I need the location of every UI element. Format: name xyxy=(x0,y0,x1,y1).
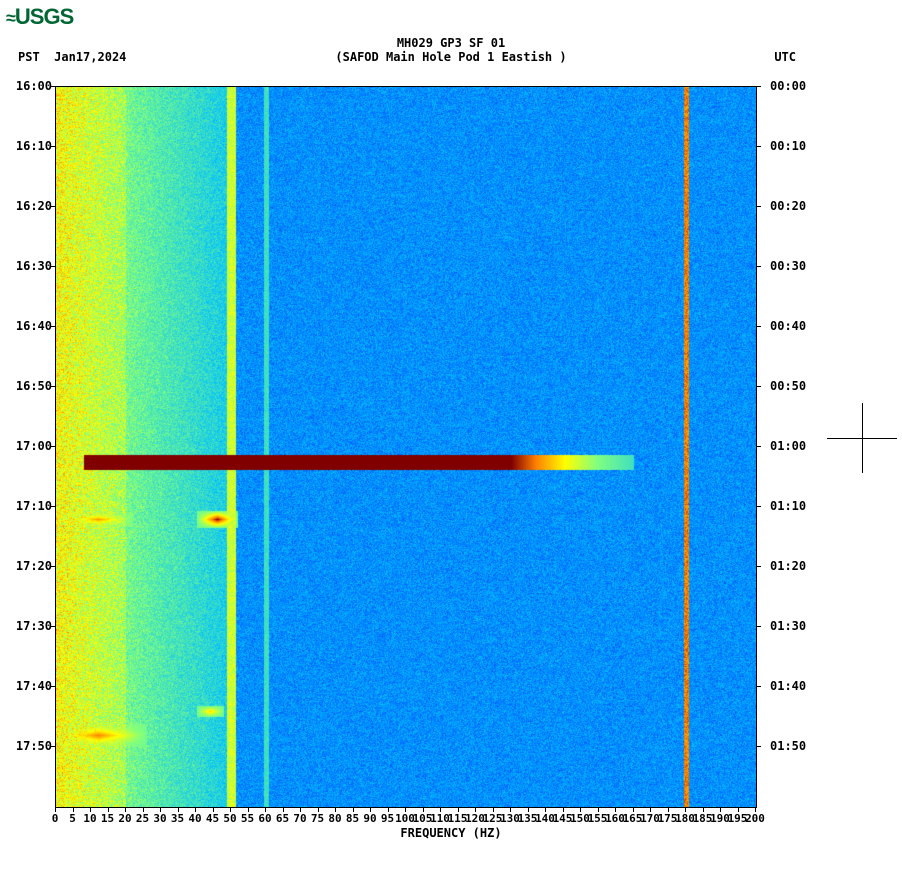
ytick-left: 16:10 xyxy=(16,139,52,153)
xtick: 45 xyxy=(206,812,219,825)
xtick: 30 xyxy=(153,812,166,825)
usgs-logo: ≈USGS xyxy=(6,4,73,30)
ytick-right: 00:10 xyxy=(770,139,806,153)
ytick-left: 16:30 xyxy=(16,259,52,273)
ytick-right: 00:20 xyxy=(770,199,806,213)
xtick: 85 xyxy=(346,812,359,825)
ytick-left: 16:20 xyxy=(16,199,52,213)
right-timezone-label: UTC xyxy=(774,50,796,64)
xtick: 10 xyxy=(83,812,96,825)
xtick: 20 xyxy=(118,812,131,825)
ytick-right: 00:30 xyxy=(770,259,806,273)
xtick: 0 xyxy=(52,812,59,825)
ytick-left: 17:20 xyxy=(16,559,52,573)
xtick: 60 xyxy=(258,812,271,825)
xtick: 80 xyxy=(328,812,341,825)
crosshair-icon xyxy=(827,403,897,473)
xtick: 95 xyxy=(381,812,394,825)
ytick-right: 00:40 xyxy=(770,319,806,333)
xtick: 25 xyxy=(136,812,149,825)
ytick-right: 00:50 xyxy=(770,379,806,393)
ytick-right: 01:00 xyxy=(770,439,806,453)
ytick-left: 16:50 xyxy=(16,379,52,393)
spectrogram-canvas xyxy=(56,87,756,807)
ytick-right: 00:00 xyxy=(770,79,806,93)
xtick: 5 xyxy=(69,812,76,825)
ytick-right: 01:20 xyxy=(770,559,806,573)
spectrogram-plot xyxy=(55,86,757,808)
ytick-left: 17:10 xyxy=(16,499,52,513)
xtick: 90 xyxy=(363,812,376,825)
ytick-left: 17:40 xyxy=(16,679,52,693)
xtick: 200 xyxy=(745,812,765,825)
ytick-right: 01:40 xyxy=(770,679,806,693)
ytick-left: 16:00 xyxy=(16,79,52,93)
xtick: 75 xyxy=(311,812,324,825)
left-timezone-label: PST Jan17,2024 xyxy=(18,50,126,64)
x-axis-label: FREQUENCY (HZ) xyxy=(0,826,902,840)
plot-title-line2: (SAFOD Main Hole Pod 1 Eastish ) xyxy=(0,50,902,64)
xtick: 50 xyxy=(223,812,236,825)
xtick: 65 xyxy=(276,812,289,825)
ytick-right: 01:30 xyxy=(770,619,806,633)
ytick-left: 17:00 xyxy=(16,439,52,453)
xtick: 70 xyxy=(293,812,306,825)
xtick: 15 xyxy=(101,812,114,825)
xtick: 40 xyxy=(188,812,201,825)
plot-title-line1: MH029 GP3 SF 01 xyxy=(0,36,902,50)
ytick-right: 01:10 xyxy=(770,499,806,513)
xtick: 35 xyxy=(171,812,184,825)
xtick: 55 xyxy=(241,812,254,825)
ytick-left: 16:40 xyxy=(16,319,52,333)
ytick-left: 17:50 xyxy=(16,739,52,753)
ytick-left: 17:30 xyxy=(16,619,52,633)
ytick-right: 01:50 xyxy=(770,739,806,753)
